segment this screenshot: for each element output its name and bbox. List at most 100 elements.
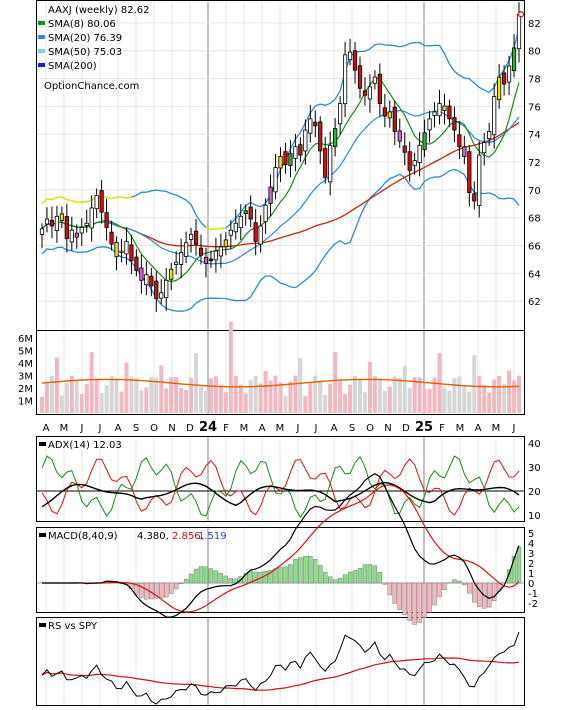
volume-bar <box>254 376 258 413</box>
x-tick-month: M <box>60 423 69 434</box>
volume-y-tick: 4M <box>18 359 33 370</box>
macd-histogram-bar <box>224 576 228 583</box>
macd-histogram-bar <box>383 583 387 584</box>
volume-bar <box>139 390 143 413</box>
volume-bar <box>467 392 471 413</box>
candle-body <box>224 240 227 247</box>
candle-body <box>502 73 505 84</box>
volume-bar <box>249 380 253 413</box>
chart-title: AAXJ (weekly) 82.62 <box>48 5 150 16</box>
candle-body <box>239 216 242 227</box>
macd-histogram-bar <box>139 583 143 598</box>
volume-bar <box>219 386 223 413</box>
legend-swatch-sma8 <box>38 21 45 25</box>
volume-bar <box>363 392 367 413</box>
macd-histogram-bar <box>393 583 397 603</box>
candle-body <box>483 143 486 153</box>
price-y-tick: 70 <box>528 186 541 197</box>
candle-body <box>259 226 262 244</box>
candle-body <box>438 104 441 116</box>
macd-histogram-bar <box>199 566 203 583</box>
candle-body <box>189 234 192 239</box>
volume-bar <box>457 376 461 413</box>
x-tick-month: M <box>456 423 465 434</box>
volume-bar <box>512 380 516 413</box>
volume-bar <box>199 387 203 413</box>
volume-bar <box>90 352 94 413</box>
volume-bar <box>274 376 278 413</box>
volume-bar <box>154 378 158 413</box>
volume-bar <box>378 378 382 413</box>
x-tick-month: A <box>115 423 122 434</box>
volume-bar <box>413 377 417 413</box>
candle-body <box>100 191 103 213</box>
macd-histogram-bar <box>338 578 342 583</box>
volume-bar <box>423 389 427 413</box>
x-tick-month: J <box>80 423 84 434</box>
price-y-tick: 80 <box>528 47 541 58</box>
candle-body <box>517 14 520 48</box>
volume-bar <box>462 386 466 413</box>
x-tick-month: D <box>186 423 194 434</box>
macd-histogram-bar <box>373 566 377 583</box>
candle-body <box>120 251 123 252</box>
candle-body <box>90 208 93 228</box>
x-tick-month: J <box>512 423 516 434</box>
adx-y-tick: 20 <box>528 487 541 498</box>
candle-body <box>199 248 202 255</box>
candle-body <box>428 119 431 130</box>
volume-bar <box>189 378 193 413</box>
macd-histogram-bar <box>209 569 213 583</box>
candle-body <box>324 149 327 178</box>
candle-body <box>249 207 252 219</box>
x-tick-month: J <box>296 423 300 434</box>
candle-body <box>458 135 461 147</box>
macd-histogram-bar <box>418 583 422 623</box>
candle-body <box>443 106 446 110</box>
candle-body <box>105 213 108 228</box>
volume-bar <box>477 376 481 413</box>
candle-body <box>184 243 187 257</box>
macd-histogram-bar <box>457 581 461 583</box>
volume-bar <box>383 391 387 413</box>
candle-body <box>383 108 386 116</box>
last-price-marker <box>519 12 524 17</box>
candle-body <box>254 223 257 242</box>
macd-histogram-bar <box>492 583 496 601</box>
volume-bar <box>279 383 283 413</box>
macd-value: 4.380, <box>137 531 169 542</box>
macd-histogram-bar <box>333 580 337 583</box>
candle-body <box>244 211 247 214</box>
adx-y-tick: 30 <box>528 463 541 474</box>
x-tick-month: S <box>133 423 139 434</box>
candle-body <box>492 97 495 135</box>
volume-bar <box>318 381 322 413</box>
x-tick-month: M <box>276 423 285 434</box>
macd-histogram-bar <box>214 571 218 583</box>
macd-histogram-bar <box>184 579 188 583</box>
candle-body <box>433 112 436 116</box>
volume-bar <box>497 376 501 413</box>
candle-body <box>403 146 406 152</box>
candle-body <box>219 247 222 256</box>
volume-bar <box>164 389 168 413</box>
price-y-tick: 78 <box>528 75 541 86</box>
volume-bar <box>303 396 307 413</box>
candle-body <box>463 147 466 157</box>
candle-body <box>343 55 346 104</box>
price-y-tick: 64 <box>528 269 541 280</box>
volume-bar <box>45 382 49 413</box>
macd-histogram-bar <box>403 583 407 615</box>
macd-histogram-bar <box>293 559 297 583</box>
volume-bar <box>224 392 228 413</box>
candle-body <box>487 131 490 138</box>
macd-histogram-bar <box>353 570 357 583</box>
candle-body <box>174 262 177 264</box>
x-tick-month: F <box>223 423 229 434</box>
candle-body <box>264 205 267 222</box>
candle-body <box>150 276 153 286</box>
volume-bar <box>398 378 402 413</box>
watermark: OptionChance.com <box>44 81 139 92</box>
candle-body <box>358 66 361 89</box>
macd-histogram-bar <box>487 583 491 607</box>
